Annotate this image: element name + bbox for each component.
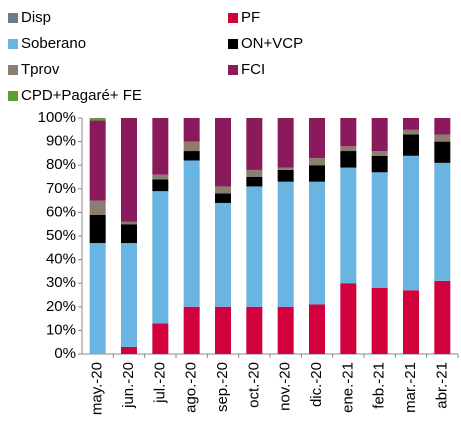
bar-segment [371, 151, 388, 156]
bar-segment [152, 179, 169, 192]
bar-segment [89, 120, 106, 201]
legend-swatch [228, 65, 238, 75]
bar-segment [183, 118, 200, 142]
legend-swatch [8, 39, 18, 49]
y-tick-label: 60% [46, 203, 76, 220]
bar-segment [152, 323, 169, 354]
y-tick-label: 70% [46, 180, 76, 197]
bar-segment [89, 200, 106, 215]
y-tick-label: 30% [46, 274, 76, 291]
bar-segment [121, 346, 137, 354]
x-tick-label: abr.-21 [433, 362, 450, 409]
legend-label: Soberano [21, 35, 86, 52]
legend-swatch [228, 13, 238, 23]
bar-segment [215, 202, 231, 307]
legend-label: ON+VCP [241, 35, 303, 52]
bar-segment [403, 290, 419, 354]
bar-segment [183, 306, 200, 354]
bar-segment [371, 155, 388, 173]
legend-label: PF [241, 9, 260, 26]
bar-segment [89, 214, 106, 244]
y-tick-label: 80% [46, 156, 76, 173]
legend-label: Disp [21, 9, 51, 26]
legend-swatch [8, 65, 18, 75]
x-tick-label: feb.-21 [371, 362, 388, 409]
bar-segment [246, 186, 263, 307]
bar-segment [183, 151, 200, 161]
bar-segment [403, 118, 419, 130]
y-tick-label: 90% [46, 133, 76, 150]
bar-segment [309, 304, 325, 354]
bar-segment [215, 186, 231, 194]
bar-segment [277, 118, 294, 168]
bar-segment [121, 221, 137, 225]
legend-swatch [228, 39, 238, 49]
x-tick-label: jul.-20 [151, 362, 168, 404]
bar-segment [434, 118, 451, 135]
bar-segment [309, 181, 325, 305]
bar-segment [183, 160, 200, 307]
bar-segment [434, 280, 451, 354]
x-tick-label: dic.-20 [308, 362, 325, 407]
bar-segment [371, 172, 388, 288]
bar-segment [121, 224, 137, 244]
bar-segment [403, 155, 419, 291]
bar-segment [434, 141, 451, 163]
bar-segment [309, 158, 325, 166]
x-tick-label: ago.-20 [183, 362, 200, 413]
bar-segment [309, 118, 325, 159]
bar-segment [309, 165, 325, 182]
bar-segment [434, 134, 451, 142]
bar-segment [277, 306, 294, 354]
bar-segment [277, 181, 294, 307]
bar-segment [277, 169, 294, 182]
bar-segment [152, 191, 169, 324]
bar-segment [434, 162, 451, 281]
y-tick-label: 10% [46, 321, 76, 338]
y-tick-label: 50% [46, 227, 76, 244]
y-tick-label: 0% [54, 345, 76, 362]
bar-segment [340, 283, 357, 354]
bar-segment [340, 167, 357, 284]
bar-segment [89, 118, 106, 121]
x-tick-label: nov.-20 [277, 362, 294, 411]
bar-segment [152, 174, 169, 180]
legend-label: CPD+Pagaré+ FE [21, 87, 142, 104]
y-tick-label: 100% [38, 109, 76, 126]
y-tick-label: 20% [46, 298, 76, 315]
bar-segment [215, 118, 231, 187]
x-tick-label: may.-20 [89, 362, 106, 415]
legend-swatch [8, 13, 18, 23]
bar-segment [121, 243, 137, 347]
bar-segment [340, 146, 357, 152]
x-tick-label: oct.-20 [245, 362, 262, 408]
bar-segment [183, 141, 200, 152]
bar-segment [371, 287, 388, 354]
legend-label: Tprov [21, 61, 60, 78]
x-tick-label: mar.-21 [402, 362, 419, 413]
bar-segment [403, 129, 419, 135]
legend-swatch [8, 91, 18, 101]
bar-segment [215, 306, 231, 354]
bar-segment [246, 177, 263, 187]
bar-segment [152, 118, 169, 175]
y-tick-label: 40% [46, 251, 76, 268]
bar-segment [371, 118, 388, 152]
x-tick-label: jun.-20 [120, 362, 137, 409]
bar-segment [246, 306, 263, 354]
bar-segment [340, 118, 357, 147]
x-tick-label: ene.-21 [339, 362, 356, 413]
bar-segment [246, 169, 263, 177]
bar-segment [121, 118, 137, 222]
bar-segment [215, 193, 231, 203]
bar-segment [277, 167, 294, 170]
bar-segment [246, 118, 263, 170]
bar-segment [403, 134, 419, 156]
bar-segment [89, 243, 106, 354]
x-tick-label: sep.-20 [214, 362, 231, 412]
legend-label: FCI [241, 61, 265, 78]
bar-segment [340, 151, 357, 168]
